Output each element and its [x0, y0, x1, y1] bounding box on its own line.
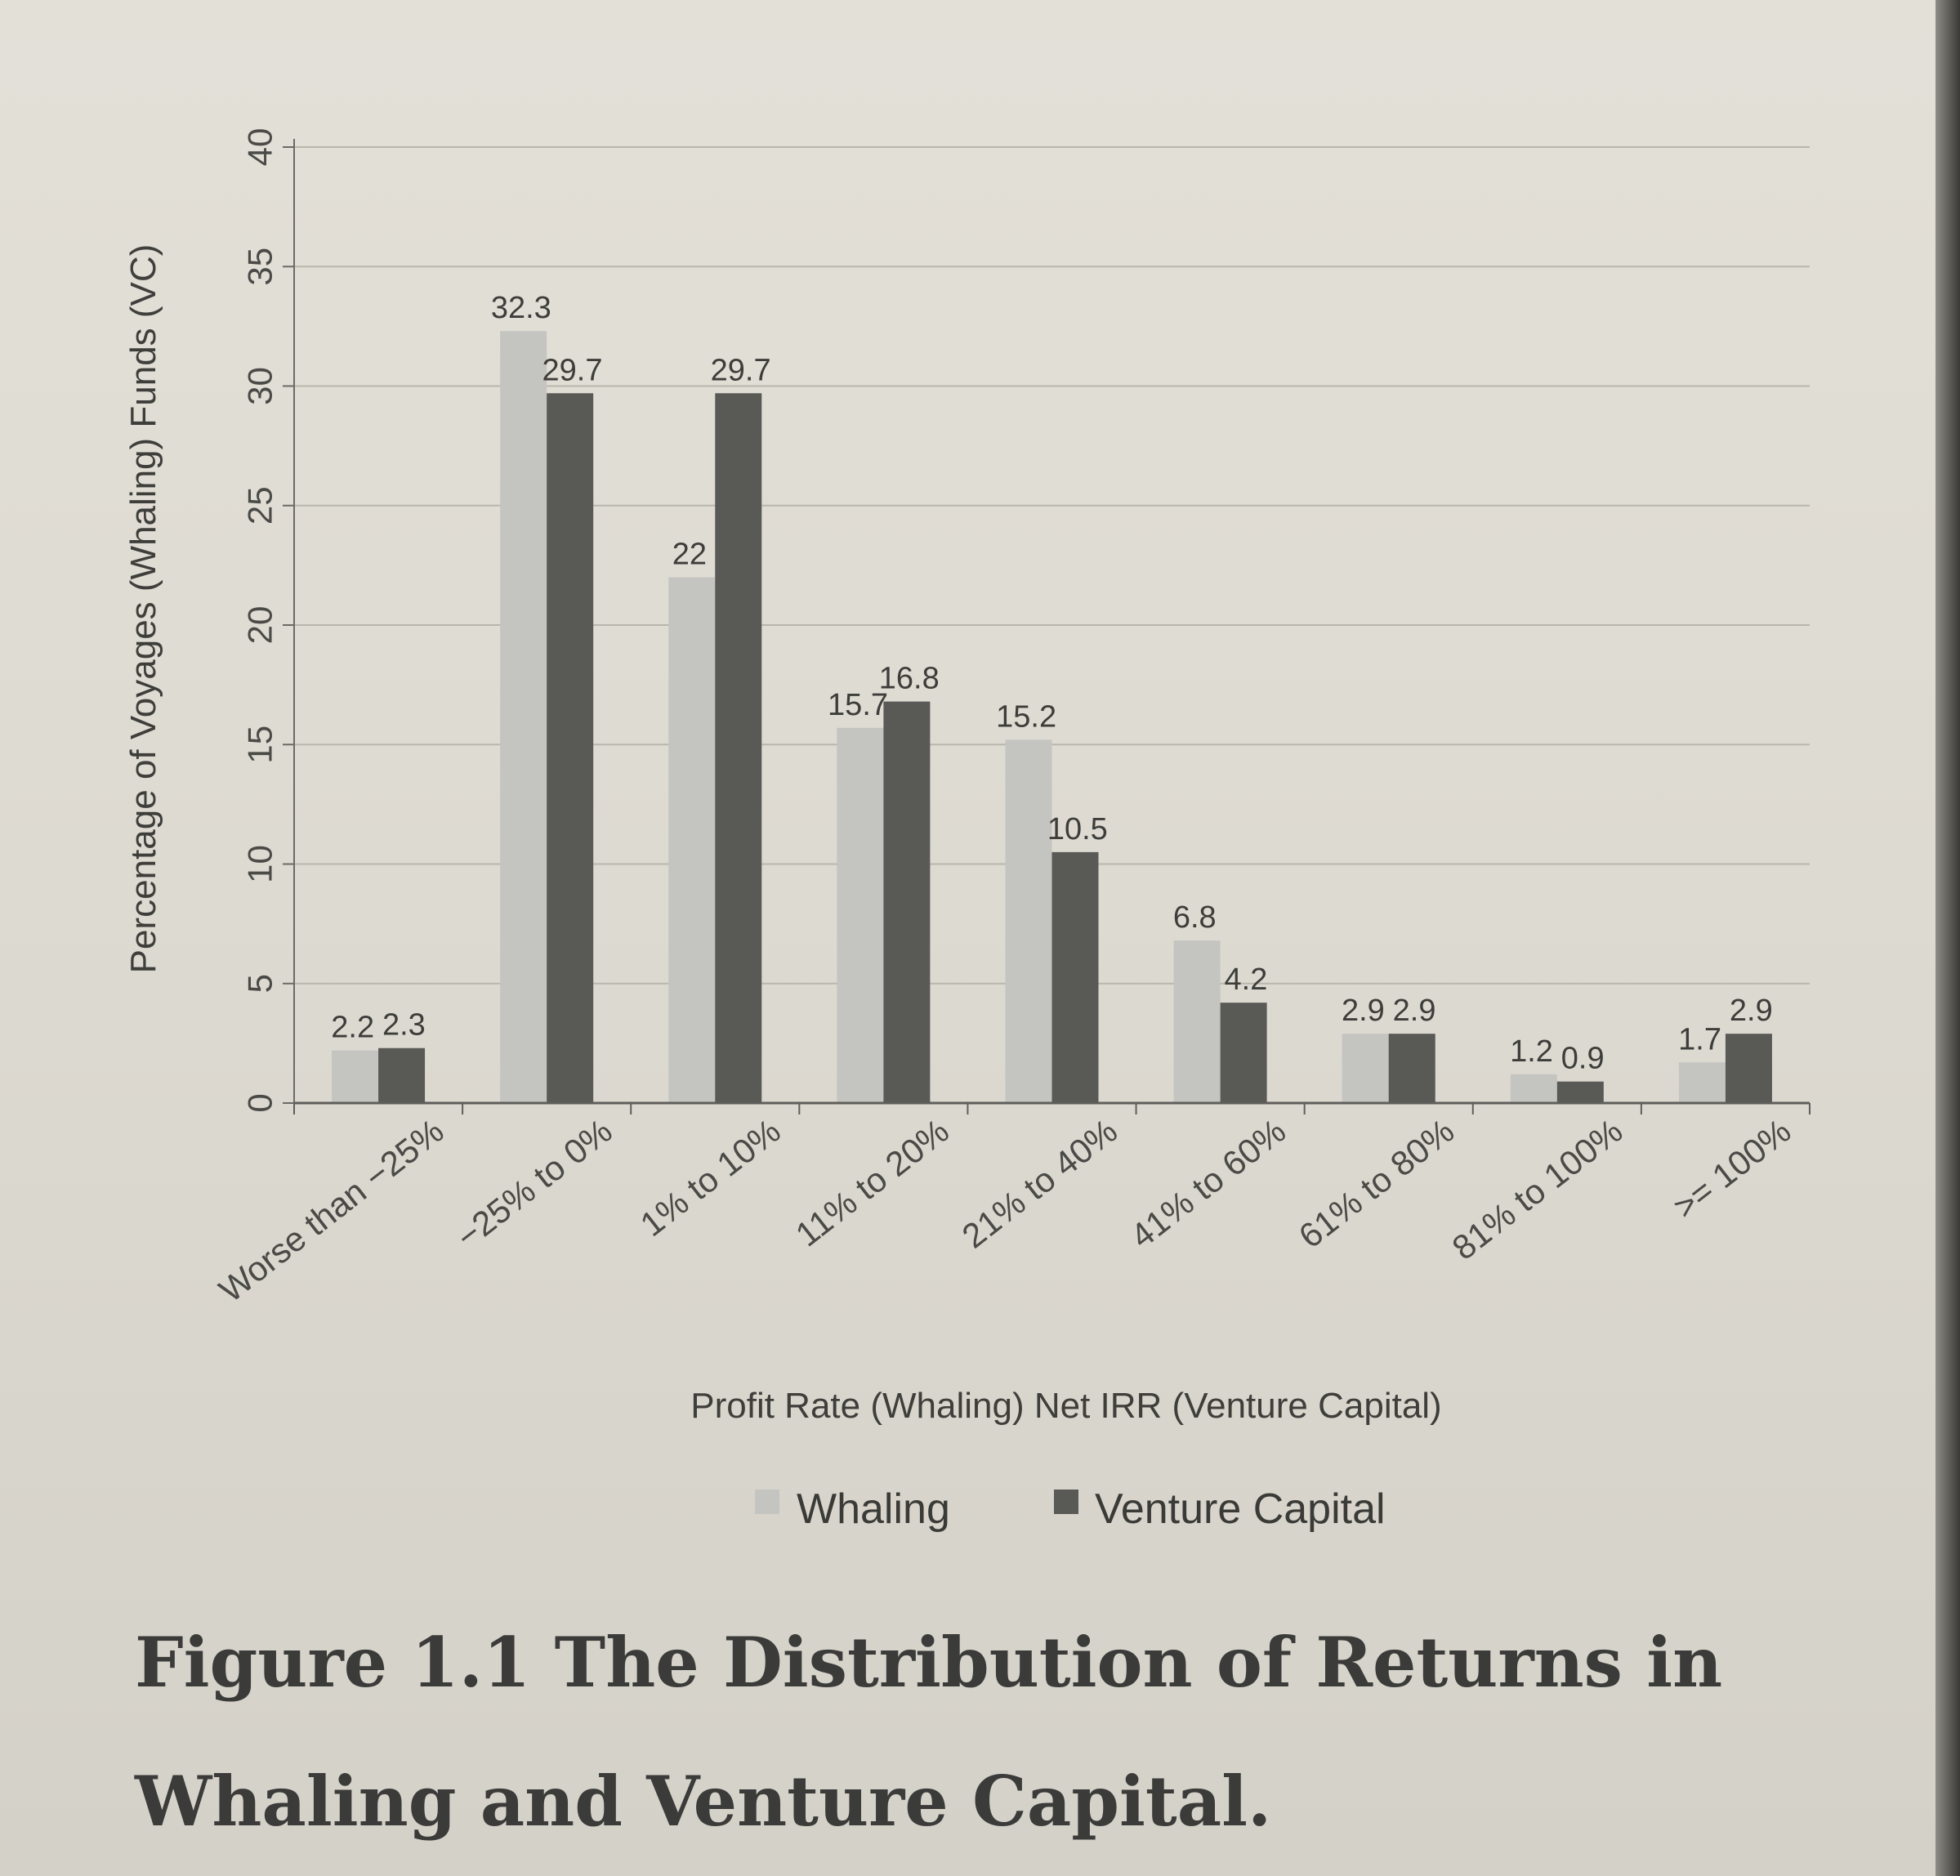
data-label: 10.5	[1047, 812, 1108, 846]
bar-whaling	[837, 727, 884, 1103]
x-tick-label: 21% to 40%	[955, 1111, 1124, 1255]
bar-whaling	[1510, 1074, 1557, 1103]
bar-venture-capital	[547, 393, 594, 1103]
x-axis-title: Profit Rate (Whaling) Net IRR (Venture C…	[690, 1386, 1441, 1426]
bar-venture-capital	[1220, 1003, 1267, 1103]
x-tick-label: 81% to 100%	[1445, 1111, 1630, 1267]
bar-venture-capital	[715, 393, 762, 1103]
data-label: 29.7	[711, 353, 771, 387]
bar-venture-capital	[1725, 1034, 1772, 1103]
bar-venture-capital	[378, 1047, 426, 1103]
x-axis: Worse than −25%−25% to 0% 1% to 10% 11% to…	[212, 1101, 1810, 1310]
x-tick-label: >= 100%	[1666, 1111, 1797, 1226]
data-label: 6.8	[1173, 900, 1217, 935]
x-tick-label: 1% to 10%	[633, 1111, 788, 1244]
caption-line-2: Whaling and Venture Capital.	[135, 1761, 1272, 1842]
data-label: 32.3	[491, 291, 551, 325]
legend-label-venture-capital: Venture Capital	[1095, 1485, 1386, 1533]
data-label: 2.9	[1730, 994, 1773, 1028]
y-axis-title: Percentage of Voyages (Whaling) Funds (V…	[123, 244, 163, 974]
bar-whaling	[1678, 1062, 1726, 1103]
bar-whaling	[1173, 940, 1221, 1103]
legend-swatch-venture-capital	[1054, 1490, 1078, 1514]
data-label: 2.3	[382, 1008, 426, 1043]
data-label: 1.7	[1678, 1022, 1721, 1056]
device-bezel	[1935, 0, 1960, 1876]
data-label: 16.8	[879, 662, 940, 696]
legend-label-whaling: Whaling	[797, 1485, 950, 1533]
bar-whaling	[668, 577, 716, 1103]
y-tick-label: 35	[241, 248, 279, 286]
x-tick-label: Worse than −25%	[212, 1111, 450, 1310]
data-label: 2.9	[1342, 994, 1385, 1028]
data-label: 22	[672, 538, 707, 572]
data-label: 0.9	[1561, 1042, 1605, 1076]
bar-whaling	[500, 331, 547, 1104]
data-label: 2.9	[1393, 994, 1436, 1028]
y-axis: 0 5 10 15 20 25 30 35 40	[241, 128, 295, 1113]
bar-venture-capital	[1388, 1034, 1435, 1103]
x-tick-label: 41% to 60%	[1123, 1111, 1293, 1255]
bar-venture-capital	[1051, 851, 1099, 1103]
y-tick-label: 10	[241, 845, 279, 883]
x-tick-label: 61% to 80%	[1292, 1111, 1461, 1255]
legend-swatch-whaling	[755, 1490, 779, 1514]
bar-venture-capital	[883, 701, 931, 1103]
data-label: 15.2	[996, 699, 1056, 734]
y-tick-label: 0	[241, 1093, 279, 1112]
bar-venture-capital	[1556, 1081, 1604, 1103]
bar-whaling	[1005, 739, 1052, 1103]
legend: Whaling Venture Capital	[755, 1485, 1386, 1533]
data-label: 2.2	[331, 1011, 374, 1045]
figure-caption: Figure 1.1 The Distribution of Returns i…	[135, 1593, 1769, 1871]
data-label: 29.7	[542, 353, 603, 387]
x-tick-label: 11% to 20%	[788, 1111, 956, 1254]
bars: 2.2 2.3 32.3 29.7 22 29.7 15.716.8 15.2 10.5 6.84…	[331, 291, 1773, 1104]
y-tick-label: 5	[241, 974, 279, 993]
y-tick-label: 30	[241, 367, 279, 405]
y-tick-label: 25	[241, 486, 279, 525]
bar-whaling	[332, 1050, 379, 1103]
y-tick-label: 20	[241, 606, 279, 645]
caption-line-1: Figure 1.1 The Distribution of Returns i…	[135, 1622, 1723, 1703]
data-label: 1.2	[1510, 1034, 1553, 1069]
y-tick-label: 15	[241, 726, 279, 764]
x-tick-label: −25% to 0%	[449, 1111, 618, 1256]
data-label: 15.7	[828, 688, 888, 722]
y-tick-label: 40	[241, 128, 279, 167]
bar-whaling	[1342, 1034, 1389, 1103]
data-label: 4.2	[1225, 963, 1268, 997]
